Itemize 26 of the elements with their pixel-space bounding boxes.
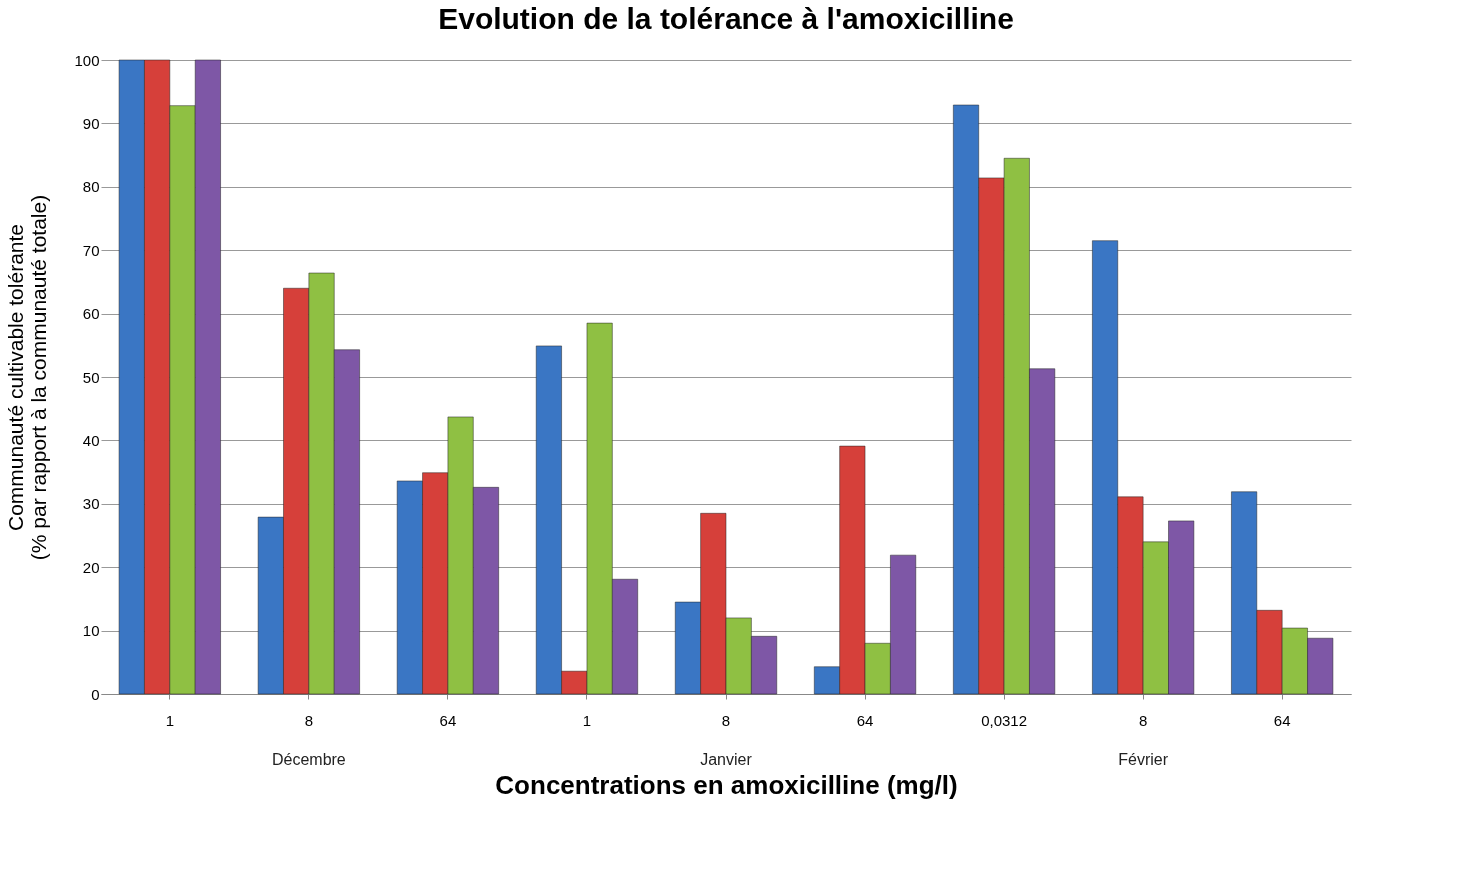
y-axis-title: Communauté cultivable tolérante (% par rapport à la communauté totale) bbox=[4, 194, 51, 561]
y-tick-label: 30 bbox=[82, 495, 100, 513]
y-tick-label: 20 bbox=[82, 558, 100, 576]
x-tick-label: 8 bbox=[721, 711, 731, 729]
text: Décembre bbox=[271, 751, 346, 768]
x-tick-label: 1 bbox=[165, 711, 174, 729]
y-tick-label: 50 bbox=[82, 368, 100, 386]
y-tick-label: 40 bbox=[82, 431, 100, 449]
x-axis-title: Concentrations en amoxicilline (mg/l) bbox=[495, 769, 958, 800]
x-tick-label: 64 bbox=[439, 711, 457, 729]
y-tick-label: 0 bbox=[91, 685, 100, 703]
x-tick-label: 0,0312 bbox=[981, 711, 1028, 729]
y-tick-label: 90 bbox=[82, 114, 100, 132]
y-tick-label: 10 bbox=[82, 622, 100, 640]
y-tick-label: 100 bbox=[74, 51, 100, 69]
x-tick-label: 1 bbox=[582, 711, 592, 729]
x-tick-label: 64 bbox=[856, 711, 874, 729]
text: Février bbox=[1118, 751, 1169, 768]
x-tick-label: 64 bbox=[1273, 711, 1291, 729]
y-tick-label: 80 bbox=[82, 178, 100, 196]
x-tick-label: 8 bbox=[304, 711, 314, 729]
chart-title: Evolution de la tolérance à l'amoxicilline bbox=[438, 2, 1014, 35]
text: Janvier bbox=[700, 751, 753, 768]
x-tick-label: 8 bbox=[1138, 711, 1148, 729]
y-tick-label: 70 bbox=[82, 241, 100, 259]
y-tick-label: 60 bbox=[82, 305, 100, 323]
